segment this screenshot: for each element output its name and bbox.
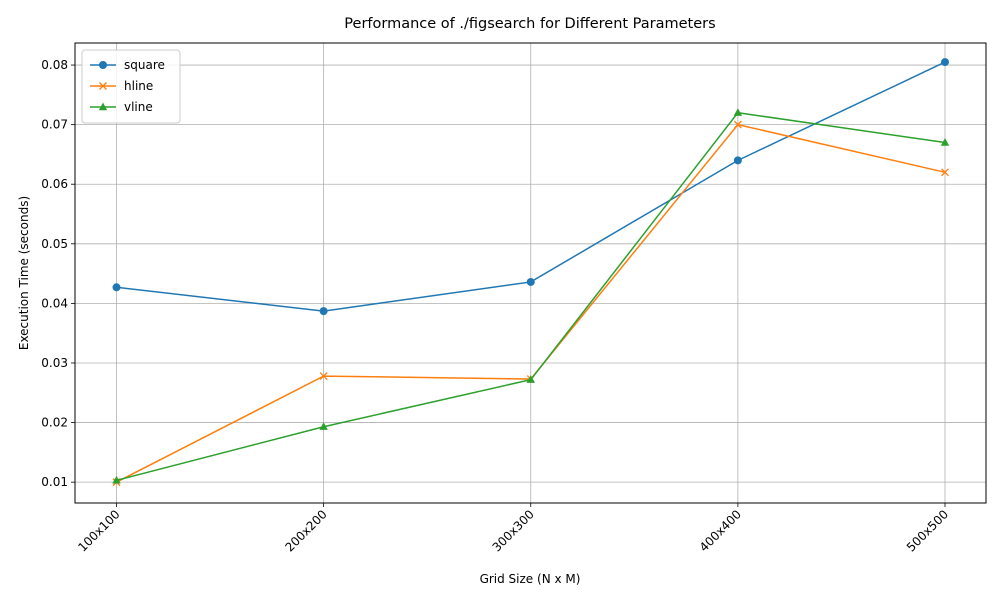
y-tick-label: 0.03 xyxy=(41,356,68,370)
grid-lines xyxy=(75,43,986,503)
y-tick-label: 0.05 xyxy=(41,237,68,251)
series-vline xyxy=(112,108,950,484)
data-point-vline xyxy=(733,108,743,116)
x-axis-label: Grid Size (N x M) xyxy=(480,572,581,586)
y-tick-label: 0.08 xyxy=(41,58,68,72)
data-point-square xyxy=(941,58,949,67)
y-axis-label: Execution Time (seconds) xyxy=(17,196,31,350)
legend-marker xyxy=(98,102,108,111)
data-point-square xyxy=(319,307,328,316)
legend-entry-hline: hline xyxy=(90,79,153,93)
data-point-vline xyxy=(526,375,535,383)
chart-title: Performance of ./figsearch for Different… xyxy=(344,16,715,32)
legend-marker xyxy=(99,61,107,69)
data-point-hline xyxy=(941,168,949,177)
y-tick-label: 0.02 xyxy=(41,416,68,430)
y-tick-label: 0.07 xyxy=(41,118,68,132)
data-point-vline xyxy=(112,475,121,484)
data-point-hline xyxy=(733,120,742,129)
legend-label: square xyxy=(124,58,165,72)
legend-entry-square: square xyxy=(90,58,165,72)
legend-label: vline xyxy=(124,100,153,114)
legend-label: hline xyxy=(124,79,153,93)
data-point-square xyxy=(733,156,742,165)
data-point-square xyxy=(526,277,535,286)
legend: square hline vline xyxy=(81,49,181,124)
legend-box xyxy=(81,49,181,124)
legend-marker xyxy=(99,82,107,90)
series-square xyxy=(112,58,949,316)
y-tick-label: 0.04 xyxy=(41,296,68,310)
series-layer xyxy=(112,58,950,487)
data-point-square xyxy=(112,283,121,292)
data-point-vline xyxy=(319,422,328,430)
y-tick-label: 0.06 xyxy=(41,177,68,191)
data-point-hline xyxy=(319,372,328,381)
data-point-vline xyxy=(940,138,950,146)
y-tick-label: 0.01 xyxy=(41,475,68,489)
legend-entry-vline: vline xyxy=(90,100,153,114)
